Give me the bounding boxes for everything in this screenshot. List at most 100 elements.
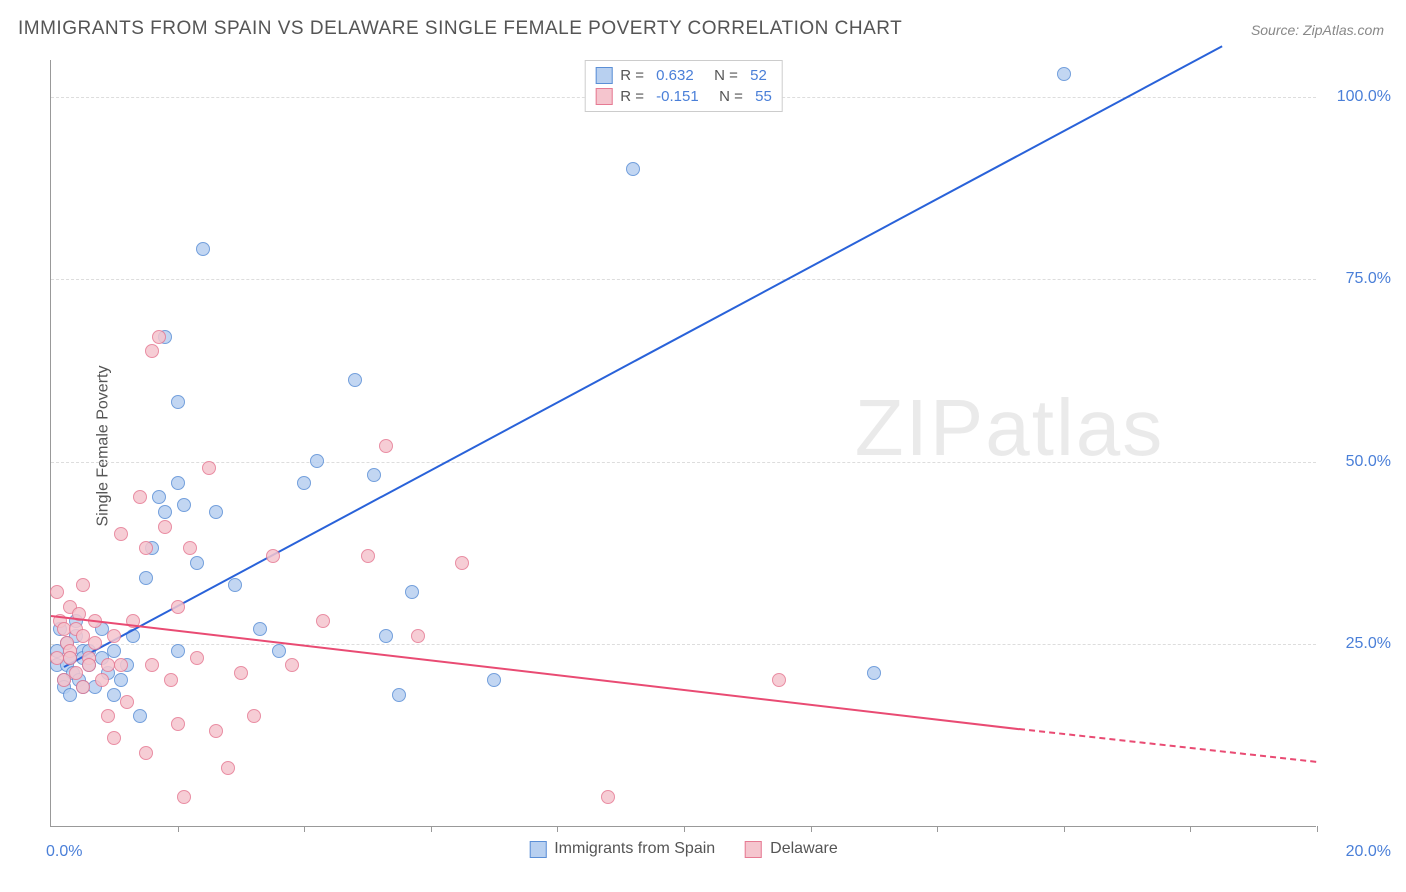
scatter-point-delaware [221,761,235,775]
x-tick [1317,826,1318,832]
scatter-point-delaware [133,490,147,504]
correlation-legend: R = 0.632 N = 52R = -0.151 N = 55 [584,60,783,112]
scatter-point-spain [297,476,311,490]
scatter-point-spain [253,622,267,636]
x-tick [557,826,558,832]
scatter-point-spain [1057,67,1071,81]
scatter-point-spain [177,498,191,512]
scatter-point-spain [107,644,121,658]
scatter-point-delaware [145,658,159,672]
scatter-point-spain [63,688,77,702]
legend-series-item: Immigrants from Spain [529,840,715,858]
legend-series-label: Delaware [770,840,838,858]
legend-swatch [595,88,612,105]
scatter-point-delaware [107,629,121,643]
legend-r-value: 0.632 [656,67,694,84]
scatter-point-delaware [120,695,134,709]
scatter-point-delaware [247,709,261,723]
y-tick-label: 25.0% [1346,635,1391,653]
scatter-point-delaware [361,549,375,563]
scatter-point-delaware [114,658,128,672]
scatter-point-spain [171,644,185,658]
scatter-point-delaware [772,673,786,687]
scatter-point-delaware [266,549,280,563]
legend-r-label: R = [620,88,648,105]
scatter-point-delaware [455,556,469,570]
legend-n-label: N = [707,88,747,105]
scatter-point-delaware [316,614,330,628]
scatter-point-delaware [139,746,153,760]
scatter-point-spain [310,454,324,468]
x-tick [178,826,179,832]
y-tick-label: 100.0% [1337,88,1391,106]
scatter-point-delaware [76,578,90,592]
legend-swatch [745,841,762,858]
scatter-point-delaware [164,673,178,687]
scatter-point-delaware [234,666,248,680]
scatter-point-spain [487,673,501,687]
scatter-point-delaware [379,439,393,453]
scatter-point-spain [228,578,242,592]
legend-n-value: 52 [750,67,767,84]
scatter-point-delaware [69,666,83,680]
y-tick-label: 75.0% [1346,270,1391,288]
legend-swatch [529,841,546,858]
scatter-point-spain [867,666,881,680]
source-attribution: Source: ZipAtlas.com [1251,22,1384,38]
legend-row: R = -0.151 N = 55 [595,86,772,107]
trend-line-dash-delaware [1019,728,1317,763]
gridline [51,644,1316,645]
scatter-point-delaware [171,600,185,614]
x-tick [1064,826,1065,832]
gridline [51,279,1316,280]
scatter-point-delaware [171,717,185,731]
watermark: ZIPatlas [855,382,1164,474]
scatter-point-spain [272,644,286,658]
chart-title: IMMIGRANTS FROM SPAIN VS DELAWARE SINGLE… [18,18,902,40]
legend-n-label: N = [702,67,742,84]
scatter-point-spain [114,673,128,687]
x-tick [937,826,938,832]
x-tick [811,826,812,832]
x-tick [684,826,685,832]
scatter-point-delaware [601,790,615,804]
scatter-point-delaware [285,658,299,672]
x-tick-label: 0.0% [46,843,82,861]
x-tick-label: 20.0% [1346,843,1391,861]
scatter-point-delaware [50,585,64,599]
scatter-point-spain [405,585,419,599]
scatter-point-spain [190,556,204,570]
scatter-point-delaware [183,541,197,555]
scatter-point-delaware [411,629,425,643]
y-tick-label: 50.0% [1346,453,1391,471]
legend-r-label: R = [620,67,648,84]
legend-n-value: 55 [755,88,772,105]
chart-plot-area: R = 0.632 N = 52R = -0.151 N = 55 ZIPatl… [50,60,1316,827]
scatter-point-delaware [57,673,71,687]
scatter-point-delaware [107,731,121,745]
x-tick [1190,826,1191,832]
legend-series-item: Delaware [745,840,838,858]
scatter-point-delaware [152,330,166,344]
scatter-point-spain [367,468,381,482]
scatter-point-spain [348,373,362,387]
scatter-point-delaware [177,790,191,804]
legend-series-label: Immigrants from Spain [554,840,715,858]
scatter-point-spain [209,505,223,519]
scatter-point-delaware [88,636,102,650]
scatter-point-spain [171,395,185,409]
scatter-point-delaware [145,344,159,358]
scatter-point-delaware [95,673,109,687]
scatter-point-delaware [209,724,223,738]
scatter-point-spain [133,709,147,723]
scatter-point-delaware [158,520,172,534]
series-legend: Immigrants from Spain Delaware [529,840,838,858]
legend-row: R = 0.632 N = 52 [595,65,772,86]
scatter-point-delaware [139,541,153,555]
scatter-point-spain [379,629,393,643]
scatter-point-delaware [114,527,128,541]
trend-line-spain [63,45,1222,668]
scatter-point-delaware [190,651,204,665]
scatter-point-delaware [101,709,115,723]
scatter-point-spain [158,505,172,519]
